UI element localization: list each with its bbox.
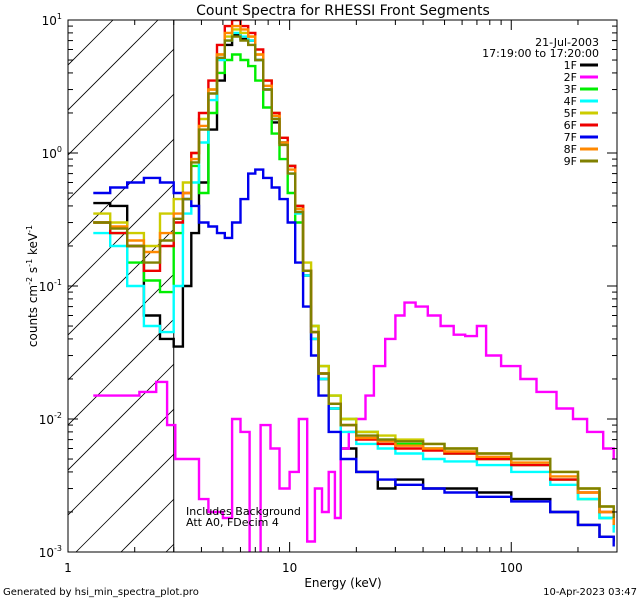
hatch-line: [68, 20, 249, 201]
y-tick-base: 10: [39, 413, 54, 427]
y-label-kev: keV: [26, 232, 40, 259]
hatch-line: [68, 20, 159, 111]
y-tick-exponent: -3: [54, 544, 62, 553]
y-tick-label: 101: [42, 12, 62, 28]
hatch-line: [68, 20, 204, 156]
x-tick-label: 100: [500, 561, 523, 575]
series-line-2F: [93, 301, 615, 552]
y-tick-exponent: 1: [57, 12, 62, 21]
legend-label-1F: 1F: [564, 59, 577, 72]
y-label-exp1: -2: [25, 277, 34, 285]
annotation-background: Includes Background: [186, 505, 301, 518]
chart-title: Count Spectra for RHESSI Front Segments: [196, 3, 490, 19]
legend-label-8F: 8F: [564, 143, 577, 156]
y-tick-base: 10: [39, 546, 54, 560]
y-label-seconds: s: [26, 267, 40, 277]
y-axis-label: counts cm-2 s-1 keV-1: [25, 225, 40, 347]
legend-label-9F: 9F: [564, 155, 577, 168]
legend-label-5F: 5F: [564, 107, 577, 120]
y-tick-base: 10: [42, 14, 57, 28]
x-axis-ticks: 1 10 100: [64, 20, 618, 575]
y-tick-exponent: -1: [54, 278, 62, 287]
y-label-exp2: -1: [25, 259, 34, 267]
legend-label-3F: 3F: [564, 83, 577, 96]
footer-generated-by: Generated by hsi_min_spectra_plot.pro: [3, 587, 199, 598]
x-axis-label: Energy (keV): [304, 576, 381, 590]
legend-label-6F: 6F: [564, 119, 577, 132]
y-tick-exponent: -2: [54, 411, 62, 420]
y-tick-label: 10-1: [39, 278, 62, 294]
y-tick-label: 100: [42, 145, 62, 161]
series-group: [93, 20, 615, 552]
legend-date: 21-Jul-2003: [535, 36, 599, 49]
series-line-9F: [93, 35, 615, 518]
legend-label-7F: 7F: [564, 131, 577, 144]
legend-time-range: 17:19:00 to 17:20:00: [482, 47, 599, 60]
x-tick-label: 10: [282, 561, 297, 575]
annotation-attenuator: Att A0, FDecim 4: [186, 516, 279, 529]
legend-label-4F: 4F: [564, 95, 577, 108]
y-tick-label: 10-2: [39, 411, 62, 427]
legend-label-2F: 2F: [564, 71, 577, 84]
y-label-main: counts cm: [26, 285, 40, 347]
y-tick-label: 10-3: [39, 544, 62, 560]
footer-timestamp: 10-Apr-2023 03:47: [543, 587, 637, 598]
y-tick-base: 10: [42, 147, 57, 161]
y-label-exp3: -1: [25, 225, 34, 233]
y-tick-base: 10: [39, 280, 54, 294]
y-tick-exponent: 0: [57, 145, 62, 154]
x-tick-label: 1: [64, 561, 72, 575]
